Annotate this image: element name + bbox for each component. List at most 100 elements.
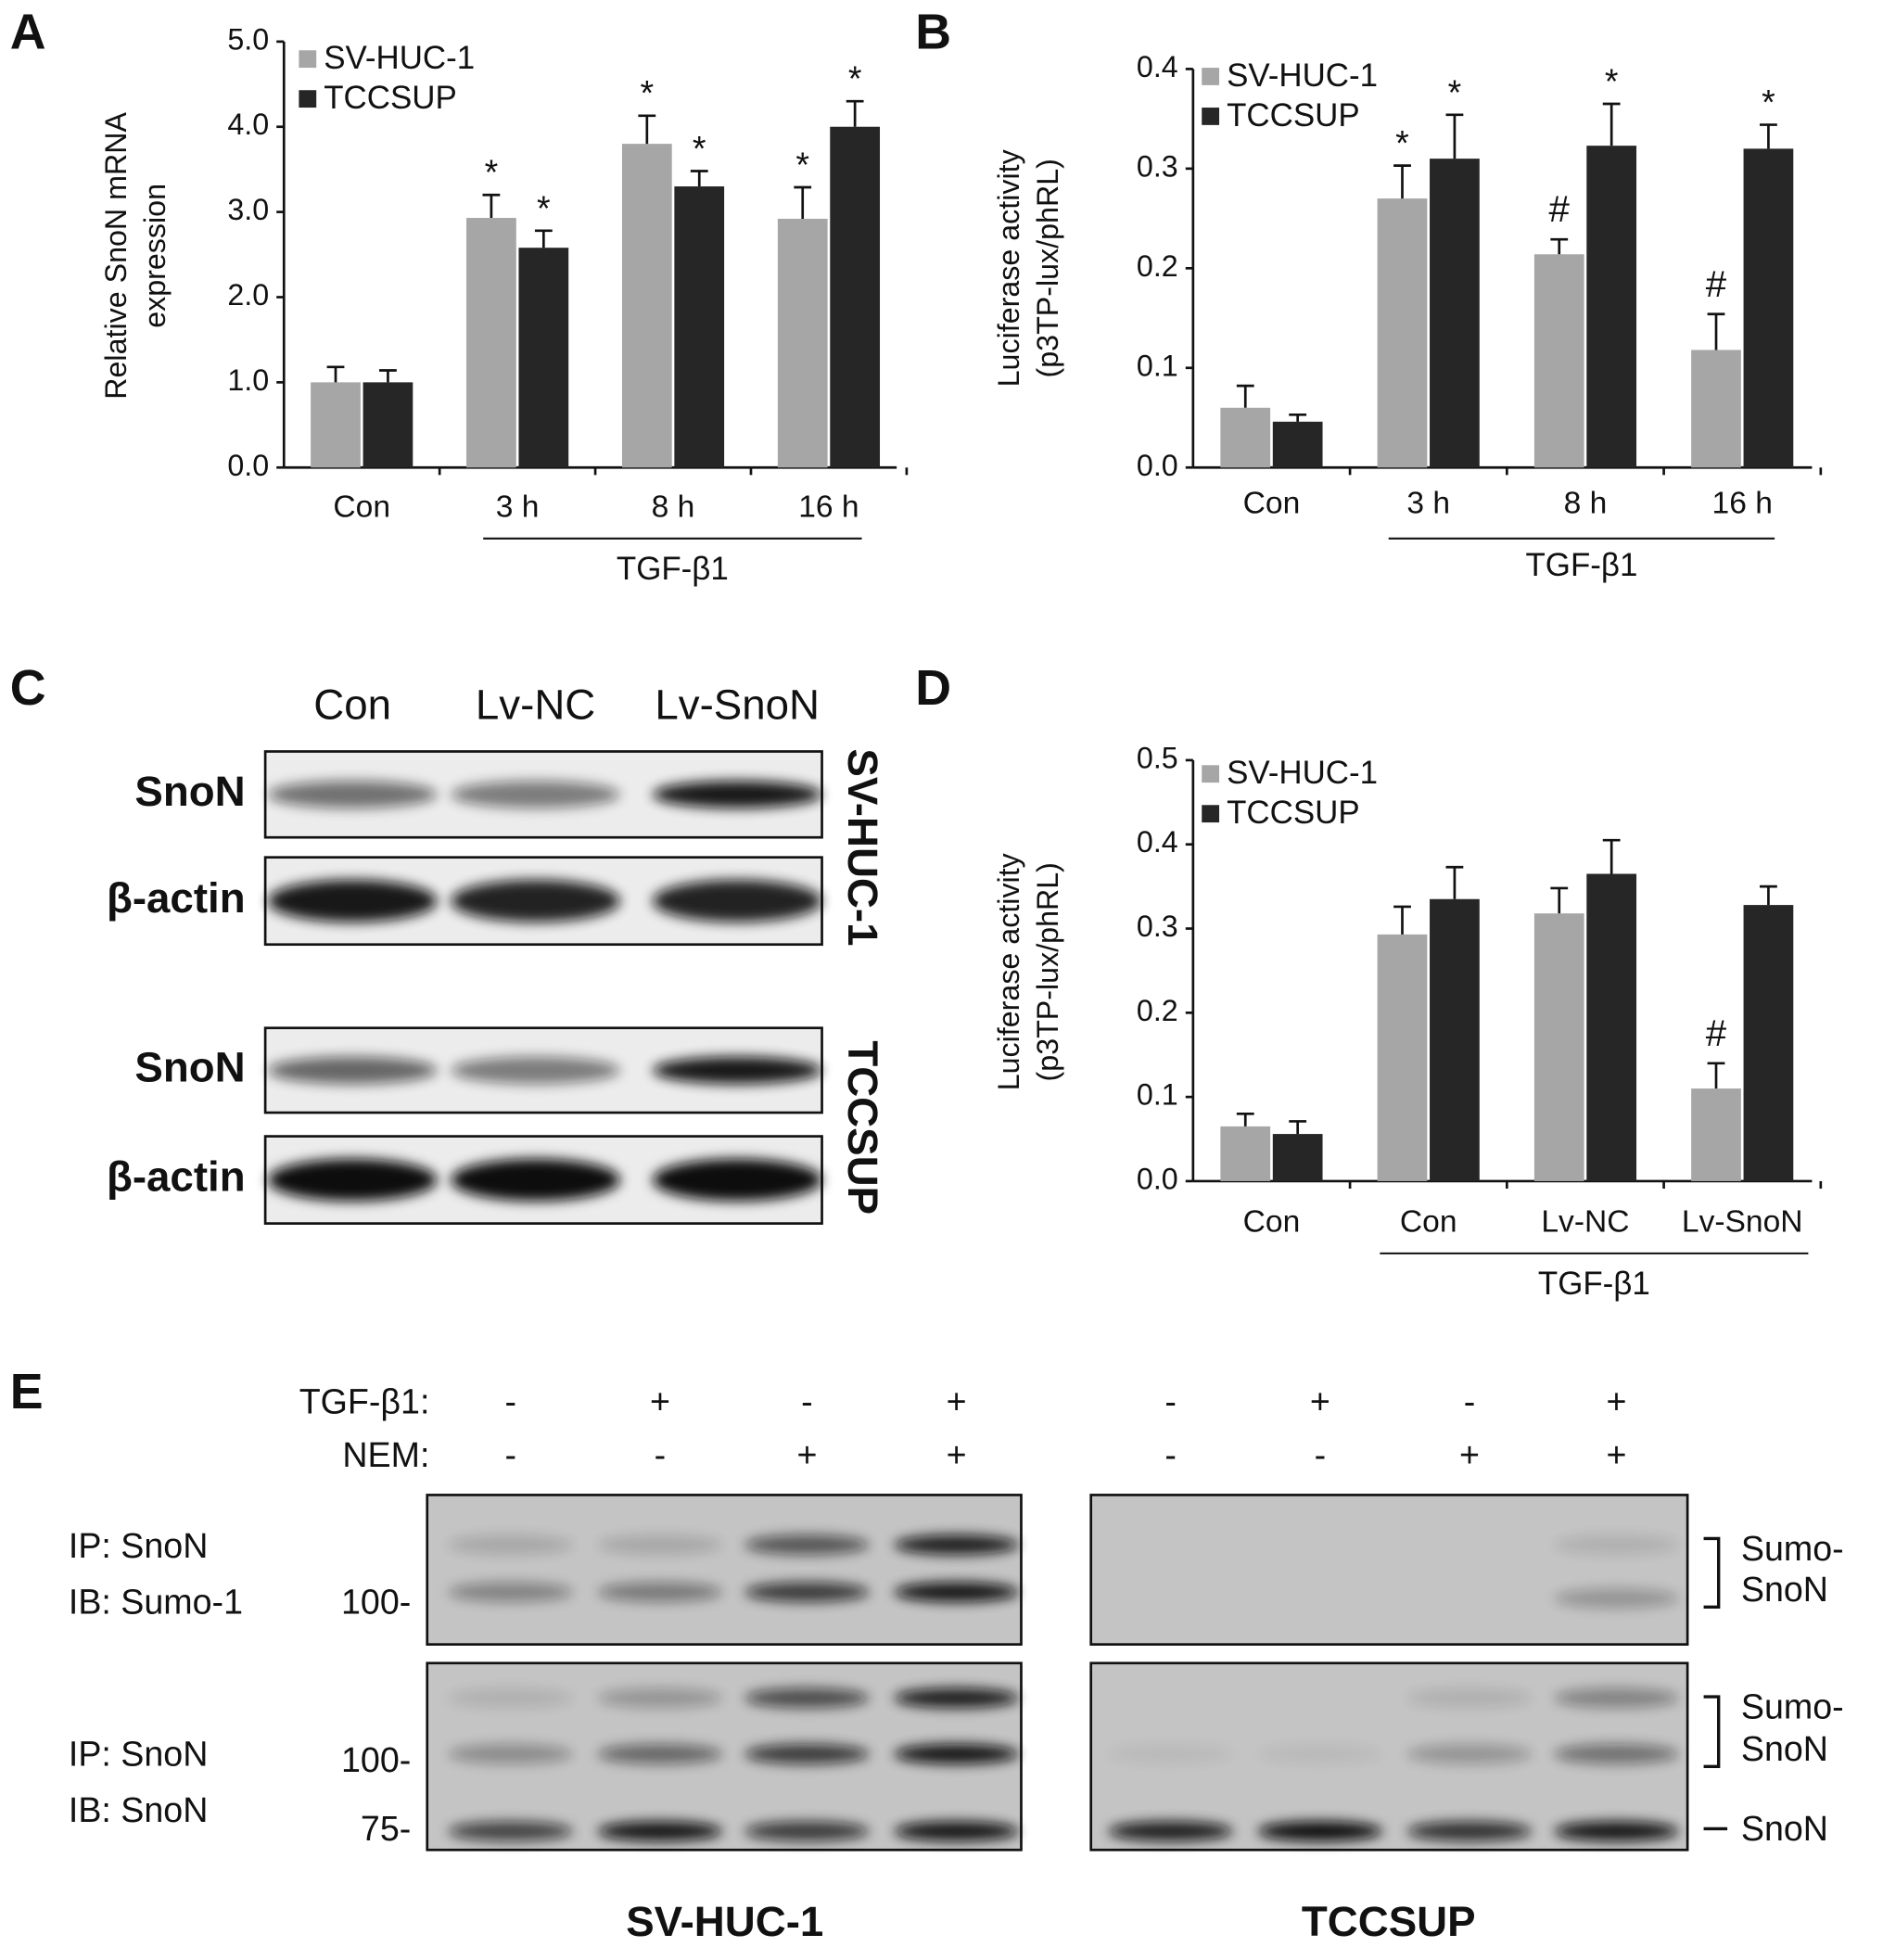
- band-label: SnoN: [1741, 1570, 1828, 1609]
- blot-band: [1257, 1821, 1383, 1841]
- error-bar: [1236, 384, 1254, 408]
- legend-swatch: [299, 50, 317, 69]
- y-tick-label: 0.4: [1137, 50, 1178, 83]
- blot-band: [1108, 1821, 1233, 1841]
- ib-label: IB: Sumo-1: [69, 1583, 243, 1622]
- legend-label: TCCSUP: [324, 80, 457, 116]
- condition-sign: +: [1607, 1435, 1627, 1474]
- blot-band: [1406, 1821, 1533, 1841]
- condition-sign: +: [947, 1381, 967, 1420]
- bracket: [1703, 1536, 1721, 1610]
- lane-label: Con: [313, 681, 391, 729]
- y-tick-label: 0.0: [1137, 449, 1178, 482]
- y-tick-label: 0.1: [1137, 1078, 1178, 1112]
- band-label: Sumo-: [1741, 1529, 1844, 1568]
- blot-band: [1554, 1687, 1679, 1709]
- condition-sign: -: [504, 1381, 516, 1420]
- blot-band: [1554, 1588, 1679, 1609]
- legend-swatch: [1202, 108, 1220, 125]
- error-bar: [1602, 838, 1621, 874]
- blot-band: [448, 1582, 573, 1602]
- error-bar: [1289, 1120, 1307, 1135]
- error-bar: [482, 193, 501, 219]
- y-tick-label: 0.1: [1137, 349, 1178, 382]
- blot-band: [894, 1582, 1019, 1602]
- bar: [1220, 1126, 1271, 1181]
- error-bar: [1550, 886, 1569, 914]
- blot-band: [448, 1534, 573, 1555]
- significance-marker: *: [795, 145, 809, 184]
- x-tick-label: 16 h: [1712, 486, 1773, 520]
- blot-row-label: β-actin: [107, 1153, 246, 1201]
- bar: [1272, 421, 1323, 468]
- cell-line-label: SV-HUC-1: [626, 1898, 823, 1945]
- error-bar: [1760, 123, 1777, 149]
- blot-band: [1406, 1687, 1533, 1709]
- condition-sign: -: [1164, 1435, 1177, 1474]
- y-tick-label: 5.0: [227, 22, 269, 56]
- y-tick-label: 0.0: [1137, 1162, 1178, 1195]
- group-label: TGF-β1: [1525, 547, 1637, 583]
- blot-band: [894, 1821, 1019, 1841]
- legend-label: SV-HUC-1: [1227, 57, 1378, 94]
- panel-label: C: [10, 660, 46, 716]
- y-tick-label: 0.4: [1137, 825, 1178, 859]
- error-bar: [846, 99, 864, 127]
- significance-marker: #: [1549, 188, 1571, 230]
- panel-label: A: [10, 4, 46, 59]
- y-tick-label: 0.2: [1137, 994, 1178, 1027]
- error-bar: [1550, 237, 1569, 255]
- x-tick-label: 16 h: [798, 490, 859, 524]
- blot-band: [894, 1687, 1019, 1709]
- error-bar: [1393, 905, 1411, 935]
- y-axis-label: expression: [138, 184, 172, 328]
- blot-band: [597, 1821, 723, 1841]
- blot-band: [894, 1744, 1019, 1764]
- mw-marker: 100-: [341, 1583, 411, 1622]
- x-tick-label: 8 h: [652, 490, 695, 524]
- blot-row-label: SnoN: [134, 768, 245, 815]
- error-bar: [1760, 885, 1777, 906]
- panel-label: B: [915, 4, 951, 59]
- condition-sign: +: [650, 1381, 670, 1420]
- bar: [1691, 350, 1741, 468]
- mw-marker: 75-: [361, 1809, 411, 1848]
- x-tick-label: Con: [1400, 1204, 1457, 1239]
- blot-band: [451, 1158, 620, 1202]
- ip-label: IP: SnoN: [69, 1734, 209, 1773]
- blot-band: [744, 1821, 870, 1841]
- bar: [1377, 934, 1428, 1181]
- panel-label: E: [10, 1364, 44, 1419]
- legend-label: SV-HUC-1: [1227, 755, 1378, 791]
- bar: [621, 144, 672, 468]
- error-bar: [326, 365, 345, 383]
- legend-swatch: [299, 90, 317, 108]
- bar: [311, 382, 361, 468]
- lane-label: Lv-NC: [476, 681, 595, 729]
- error-bar: [379, 369, 397, 383]
- legend-label: TCCSUP: [1227, 97, 1360, 134]
- bar: [1743, 148, 1794, 468]
- bar: [518, 248, 569, 468]
- error-bar: [1445, 113, 1464, 159]
- blot-band: [451, 879, 620, 923]
- error-bar: [1289, 413, 1307, 422]
- bar: [1586, 873, 1637, 1181]
- panel-label: D: [915, 660, 951, 716]
- error-bar: [690, 170, 708, 187]
- significance-marker: *: [1605, 61, 1619, 100]
- bar: [1533, 254, 1584, 468]
- band-label: SnoN: [1741, 1729, 1828, 1768]
- blot-band: [451, 781, 620, 808]
- y-tick-label: 0.0: [227, 449, 269, 482]
- bar: [363, 382, 413, 468]
- blot-band: [744, 1534, 870, 1555]
- y-tick-label: 0.3: [1137, 910, 1178, 943]
- y-tick-label: 3.0: [227, 193, 269, 226]
- y-axis-label: Luciferase activity: [992, 852, 1025, 1090]
- cell-line-label: TCCSUP: [839, 1040, 886, 1215]
- y-tick-label: 2.0: [227, 278, 269, 312]
- blot-band: [652, 1158, 822, 1202]
- error-bar: [1602, 102, 1621, 146]
- blot-band: [1554, 1744, 1679, 1764]
